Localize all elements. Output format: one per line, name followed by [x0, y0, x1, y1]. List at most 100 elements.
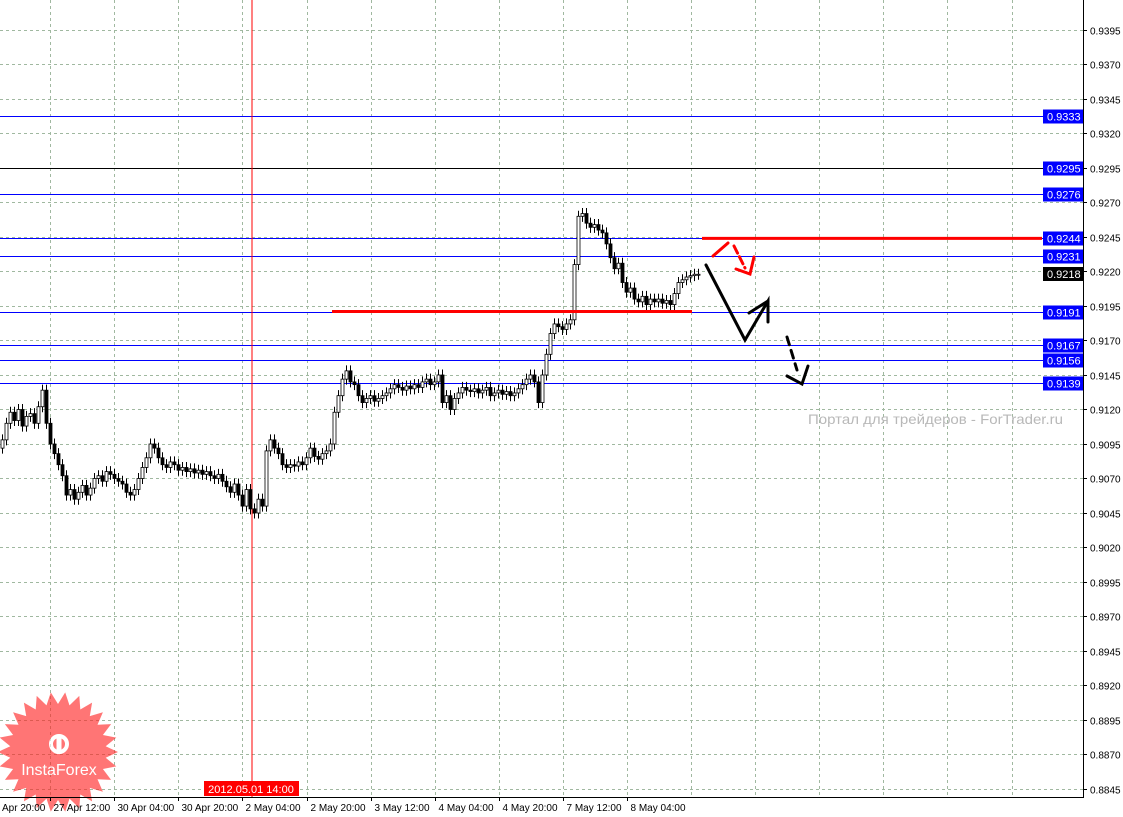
candle-bull	[480, 389, 485, 394]
candle-bear	[556, 323, 561, 328]
time-tick-label: Apr 20:00	[2, 803, 46, 814]
candle-bull	[244, 489, 249, 507]
level-label-bg	[1043, 338, 1083, 353]
price-tick-label: 0.8870	[1090, 751, 1121, 762]
candle-bull	[628, 287, 633, 293]
candle-bull	[296, 461, 301, 467]
candle-bear	[84, 484, 89, 496]
candle-bull	[648, 298, 653, 306]
price-axis[interactable]: 0.9395 0.9370 0.9345 0.9320 0.9295 0.9270 0.92…	[1083, 27, 1121, 797]
black-arrow-tip	[785, 364, 810, 387]
candle-bull	[696, 273, 701, 276]
level-label: 0.9139	[1047, 379, 1081, 391]
candle-bear	[408, 385, 413, 390]
price-tick-label: 0.8845	[1090, 786, 1121, 797]
candle-bear	[624, 282, 629, 293]
candle-bear	[440, 374, 445, 404]
candle-bear	[160, 457, 165, 466]
candle-bull	[444, 395, 449, 404]
current-price-bg	[1043, 267, 1083, 281]
candle-bull	[436, 374, 441, 383]
candle-bear	[360, 395, 365, 404]
candle-bear	[116, 478, 121, 482]
candle-bear	[176, 464, 181, 471]
price-tick-label: 0.8970	[1090, 613, 1121, 624]
candle-bear	[212, 475, 217, 479]
candle-bull	[76, 491, 81, 500]
price-tick-label: 0.9170	[1090, 337, 1121, 348]
time-tick-label: 4 May 20:00	[503, 803, 558, 814]
candle-bull	[516, 388, 521, 394]
candle-bear	[532, 374, 537, 383]
candle-bear	[352, 381, 357, 386]
candle-bull	[144, 457, 149, 468]
candle-bull	[548, 333, 553, 355]
candle-bull	[392, 384, 397, 390]
time-tick-label: 7 May 12:00	[567, 803, 622, 814]
price-tick-label: 0.9120	[1090, 406, 1121, 417]
candle-bull	[24, 415, 29, 427]
current-price-label: 0.9218	[1047, 269, 1081, 281]
candle-bear	[400, 387, 405, 391]
candle-bear	[300, 461, 305, 466]
red-arrow-down	[732, 244, 747, 270]
candle-bear	[280, 453, 285, 466]
candle-bull	[380, 395, 385, 399]
candle-bull	[676, 282, 681, 294]
candle-bull	[136, 478, 141, 490]
candle-bear	[448, 395, 453, 410]
instaforex-logo: InstaForex	[0, 692, 118, 812]
candle-bear	[312, 447, 317, 457]
candle-bull	[168, 461, 173, 468]
candle-bull	[8, 411, 13, 424]
price-tick-label: 0.8895	[1090, 717, 1121, 728]
candle-bull	[68, 489, 73, 496]
level-label: 0.9295	[1047, 164, 1081, 176]
candle-bear	[356, 384, 361, 397]
candle-bull	[88, 487, 93, 496]
price-tick-label: 0.9220	[1090, 268, 1121, 279]
candle-bear	[416, 384, 421, 388]
price-tick-label: 0.8995	[1090, 579, 1121, 590]
black-arrow-dashed	[785, 335, 799, 372]
candle-bull	[140, 467, 145, 479]
candle-bull	[92, 478, 97, 489]
candle-bear	[236, 483, 241, 496]
candle-bear	[660, 298, 665, 304]
candle-bull	[344, 370, 349, 380]
candle-bull	[96, 475, 101, 479]
red-arrow-head	[734, 255, 756, 276]
time-tick-label: 30 Apr 04:00	[118, 803, 175, 814]
level-label: 0.9167	[1047, 341, 1081, 353]
candle-bull	[384, 392, 389, 397]
candle-bull	[36, 406, 41, 424]
candle-bull	[304, 457, 309, 466]
candle-bear	[428, 378, 433, 386]
candle-bull	[692, 273, 697, 277]
level-label-bg	[1043, 187, 1083, 202]
candle-bull	[324, 450, 329, 455]
time-tick-label: 8 May 04:00	[631, 803, 686, 814]
candle-bull	[496, 389, 501, 394]
candle-bear	[644, 295, 649, 306]
candle-bear	[128, 491, 133, 496]
candle-bull	[180, 467, 185, 471]
candle-bear	[584, 213, 589, 224]
candle-bull	[80, 484, 85, 493]
candle-bear	[604, 232, 609, 245]
candle-bull	[684, 276, 689, 281]
level-label-bg	[1043, 353, 1083, 368]
watermark-text: Портал для трейдеров - ForTrader.ru	[808, 411, 1063, 427]
red-levels[interactable]	[332, 236, 1042, 314]
price-tick-label: 0.9045	[1090, 510, 1121, 521]
candle-bear	[248, 489, 253, 510]
candle-bear	[224, 480, 229, 488]
candle-bear	[588, 222, 593, 228]
gear-icon	[49, 734, 69, 754]
candle-bull	[340, 378, 345, 397]
time-axis[interactable]: Apr 20:00 27 Apr 12:00 30 Apr 04:00 30 Apr …	[2, 797, 686, 814]
candle-bear	[668, 300, 673, 306]
candle-bull	[528, 374, 533, 380]
candle-bull	[564, 323, 569, 330]
